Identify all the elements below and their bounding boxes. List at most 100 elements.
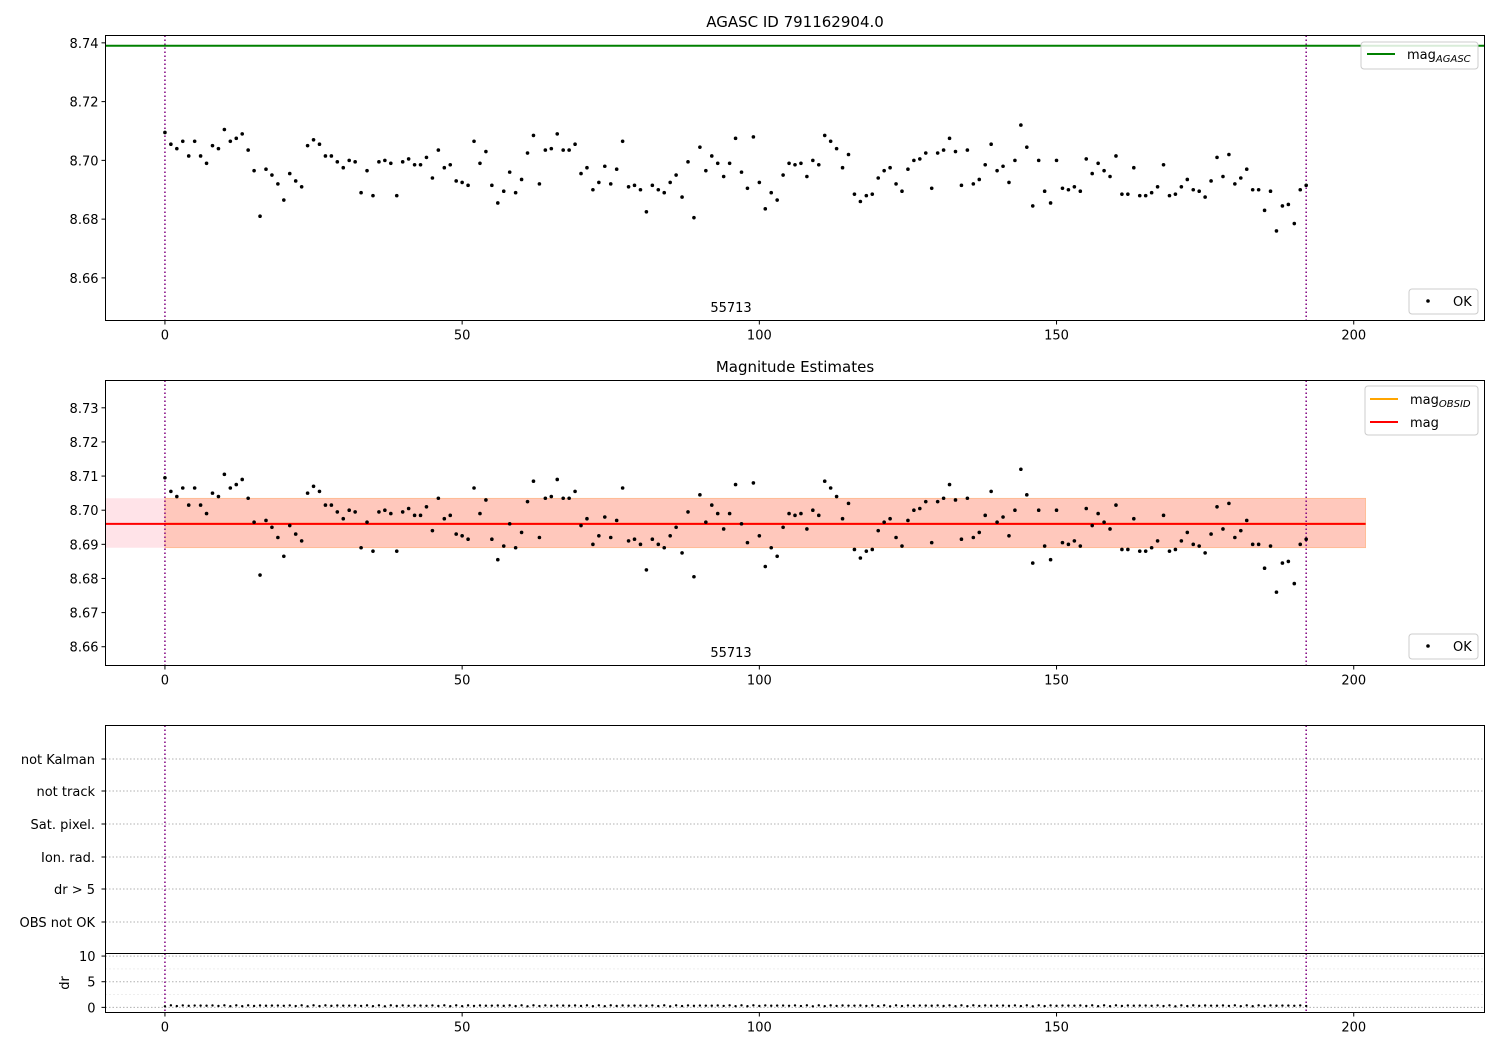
dr-point bbox=[829, 1004, 832, 1007]
ok-point bbox=[1292, 221, 1297, 226]
dr-point bbox=[692, 1004, 696, 1008]
ok-point bbox=[478, 161, 482, 166]
ok-point bbox=[555, 132, 560, 136]
ok-point bbox=[793, 513, 797, 518]
ok-point bbox=[1167, 193, 1172, 198]
ok-point bbox=[329, 154, 334, 158]
ok-point bbox=[513, 190, 518, 195]
ok-point bbox=[228, 139, 233, 144]
dr-point bbox=[1156, 1004, 1159, 1007]
ok-point bbox=[656, 187, 661, 192]
ok-point bbox=[715, 161, 720, 166]
ok-point bbox=[828, 486, 833, 490]
dr-point bbox=[859, 1004, 862, 1007]
dr-point bbox=[472, 1004, 476, 1008]
ok-point bbox=[1078, 189, 1083, 194]
ok-point bbox=[555, 477, 560, 482]
ok-point bbox=[1066, 187, 1071, 192]
ok-point bbox=[781, 525, 785, 530]
ok-point bbox=[234, 136, 239, 141]
ok-point bbox=[276, 535, 280, 540]
ok-point bbox=[941, 496, 946, 501]
ok-point bbox=[686, 160, 690, 164]
dr-point bbox=[561, 1004, 565, 1007]
ok-point bbox=[668, 534, 672, 538]
dr-point bbox=[365, 1004, 369, 1007]
ok-point bbox=[668, 180, 672, 185]
panel2-obsid-annotation: 55713 bbox=[710, 646, 751, 661]
dr-point bbox=[1263, 1004, 1266, 1008]
y-tick-label: 8.72 bbox=[70, 96, 99, 111]
ok-point bbox=[1161, 162, 1166, 167]
dr-point bbox=[383, 1005, 387, 1008]
ok-point bbox=[870, 547, 875, 552]
ok-point bbox=[1262, 566, 1267, 571]
ok-point bbox=[1161, 513, 1166, 518]
dr-point bbox=[276, 1004, 280, 1007]
ok-point bbox=[894, 182, 898, 186]
ok-point bbox=[412, 513, 417, 518]
ok-point bbox=[246, 148, 250, 152]
ok-point bbox=[727, 161, 732, 166]
ok-point bbox=[775, 554, 779, 559]
dr-point bbox=[823, 1004, 826, 1008]
ok-point bbox=[1072, 539, 1077, 543]
dr-point bbox=[223, 1004, 226, 1007]
ok-point bbox=[929, 540, 934, 545]
ok-point bbox=[965, 148, 970, 152]
ok-point bbox=[805, 174, 809, 179]
y-tick-label: 8.66 bbox=[70, 272, 99, 287]
ok-point bbox=[335, 510, 340, 514]
panel2-reference-lines bbox=[105, 380, 1366, 666]
dr-point bbox=[1013, 1004, 1017, 1007]
flag-label-obs-not-ok: OBS not OK bbox=[20, 916, 96, 931]
ok-point bbox=[989, 489, 993, 494]
ok-point bbox=[400, 160, 405, 164]
ok-point bbox=[965, 496, 970, 501]
ok-point bbox=[246, 496, 250, 501]
ok-point bbox=[692, 574, 696, 579]
ok-point bbox=[1155, 185, 1160, 189]
ok-point bbox=[377, 160, 381, 164]
ok-point bbox=[1042, 189, 1047, 194]
ok-point bbox=[448, 513, 453, 518]
ok-point bbox=[436, 148, 441, 152]
dr-point bbox=[1203, 1004, 1207, 1007]
ok-point bbox=[751, 481, 756, 485]
y-tick-label: 8.70 bbox=[70, 504, 99, 519]
panel2-ok-points bbox=[163, 467, 1308, 594]
dr-point bbox=[1287, 1004, 1290, 1007]
ok-point bbox=[846, 152, 851, 157]
ok-point bbox=[1268, 544, 1273, 548]
ok-point bbox=[1149, 190, 1154, 195]
dr-point bbox=[1114, 1004, 1118, 1007]
dr-point bbox=[443, 1004, 446, 1007]
ok-point bbox=[745, 186, 750, 191]
ok-point bbox=[299, 185, 304, 189]
ok-point bbox=[644, 209, 649, 214]
dr-point bbox=[235, 1004, 238, 1007]
dr-point bbox=[966, 1004, 969, 1008]
ok-point bbox=[1126, 547, 1130, 552]
x-tick-label: 200 bbox=[1341, 1021, 1366, 1036]
ok-point bbox=[561, 148, 565, 152]
dr-point bbox=[603, 1005, 606, 1008]
dr-point bbox=[1085, 1004, 1088, 1008]
legend-label-mag: mag bbox=[1410, 416, 1439, 431]
ok-point bbox=[959, 183, 964, 188]
ok-point bbox=[287, 171, 292, 176]
dr-point bbox=[663, 1004, 666, 1007]
ok-point bbox=[1298, 187, 1303, 192]
ok-point bbox=[234, 482, 239, 487]
ok-point bbox=[1191, 187, 1196, 192]
ok-point bbox=[822, 479, 827, 483]
dr-point bbox=[550, 1004, 553, 1008]
dr-point bbox=[336, 1004, 339, 1007]
ok-point bbox=[1132, 516, 1136, 521]
dr-point bbox=[597, 1004, 601, 1007]
dr-point bbox=[865, 1004, 868, 1008]
dr-point bbox=[698, 1004, 702, 1007]
ok-point bbox=[1209, 532, 1213, 536]
ok-point bbox=[472, 486, 476, 490]
ok-point bbox=[935, 151, 940, 155]
